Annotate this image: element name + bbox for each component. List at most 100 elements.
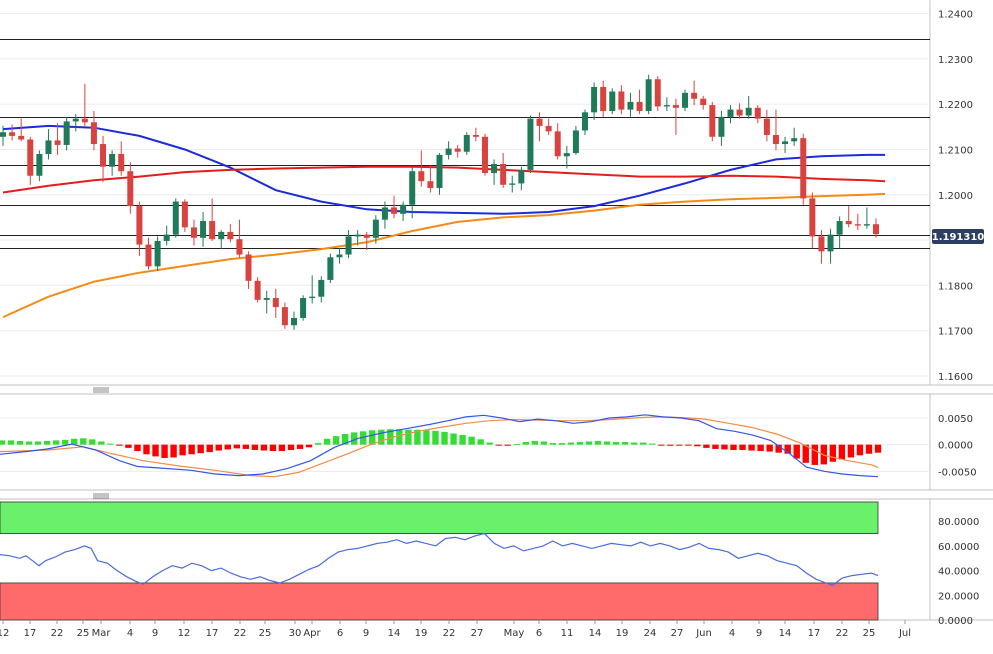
- time-tick-label: 14: [388, 628, 401, 639]
- macd-histogram-bar: [522, 442, 529, 445]
- macd-histogram-bar: [71, 438, 78, 445]
- macd-histogram-bar: [89, 439, 96, 445]
- macd-histogram-bar: [441, 431, 448, 445]
- candle: [427, 165, 434, 193]
- macd-histogram-bar: [486, 442, 493, 445]
- candle: [582, 109, 588, 135]
- time-tick-label: 22: [234, 628, 247, 639]
- rsi-resize-handle[interactable]: [93, 493, 109, 499]
- candle: [263, 290, 270, 314]
- candlesticks: [0, 74, 879, 330]
- rsi-line: [0, 532, 879, 587]
- candle: [18, 118, 25, 142]
- macd-histogram-bar: [341, 434, 349, 445]
- macd-histogram-bar: [766, 444, 773, 452]
- candle: [554, 123, 561, 160]
- rsi-tick-label: 80.0000: [938, 517, 979, 528]
- moving-average-line: [2, 192, 886, 319]
- macd-histogram-bar: [856, 444, 864, 456]
- time-tick-label: 19: [415, 628, 428, 639]
- macd-histogram-bar: [549, 443, 557, 445]
- candle: [309, 275, 316, 304]
- candle: [409, 166, 416, 219]
- candle: [145, 237, 152, 270]
- macd-histogram-bar: [197, 444, 204, 454]
- macd-histogram-bar: [43, 440, 51, 445]
- macd-histogram-bar: [396, 429, 403, 445]
- candle: [818, 230, 825, 264]
- macd-histogram-bar: [793, 444, 800, 459]
- time-tick-label: Jul: [898, 628, 911, 639]
- candle: [800, 133, 807, 205]
- macd-histogram-bar: [676, 444, 683, 446]
- candle: [381, 201, 388, 229]
- rsi-tick-label: 20.0000: [938, 591, 979, 602]
- candle: [445, 141, 452, 160]
- macd-histogram-bar: [748, 444, 755, 451]
- candle: [718, 110, 725, 146]
- candle: [200, 211, 207, 247]
- candle: [672, 98, 679, 135]
- macd-histogram-bar: [450, 433, 457, 445]
- macd-tick-label: 0.0050: [938, 414, 973, 425]
- macd-histogram-bar: [107, 443, 114, 445]
- macd-histogram-bar: [847, 444, 855, 458]
- candle: [109, 150, 116, 176]
- candle: [209, 198, 216, 241]
- price-tick-label: 1.1800: [938, 281, 973, 292]
- macd-histogram-bar: [369, 430, 376, 445]
- time-tick-label: 12: [0, 628, 9, 639]
- macd-histogram-bar: [612, 442, 620, 445]
- candle: [518, 166, 525, 191]
- macd-histogram-bar: [685, 444, 692, 446]
- macd-resize-handle[interactable]: [93, 387, 109, 393]
- macd-histogram-bar: [603, 441, 611, 445]
- macd-signal-line: [0, 416, 879, 478]
- macd-histogram-bar: [811, 444, 818, 465]
- macd-indicator: 0.0050 0.0000 -0.0050: [0, 414, 977, 478]
- time-tick-label: 6: [337, 628, 343, 639]
- candle: [727, 105, 734, 124]
- macd-histogram-bar: [649, 443, 656, 445]
- macd-histogram-bar: [459, 435, 466, 445]
- macd-histogram-bar: [432, 430, 439, 445]
- macd-histogram-bar: [712, 444, 719, 449]
- time-tick-label: 9: [756, 628, 762, 639]
- macd-histogram-bar: [242, 444, 250, 449]
- macd-histogram-bar: [630, 442, 638, 445]
- macd-histogram-bar: [513, 444, 520, 446]
- candle: [118, 141, 125, 176]
- macd-histogram-bar: [62, 439, 69, 445]
- candle: [772, 109, 779, 151]
- macd-histogram-bar: [865, 444, 873, 454]
- macd-histogram-bar: [739, 444, 746, 450]
- macd-histogram-bar: [305, 444, 313, 448]
- macd-histogram-bar: [621, 442, 629, 445]
- macd-histogram-bar: [721, 444, 728, 450]
- macd-histogram-bar: [98, 441, 105, 445]
- candle: [0, 125, 6, 146]
- candle: [536, 112, 543, 142]
- candle: [127, 162, 134, 214]
- macd-histogram-bar: [378, 429, 385, 445]
- time-tick-label: 27: [671, 628, 684, 639]
- macd-histogram-bar: [838, 444, 846, 460]
- candle: [181, 199, 188, 232]
- candle: [827, 228, 834, 264]
- candle: [545, 118, 552, 135]
- macd-histogram-bar: [323, 438, 331, 445]
- macd-histogram-bar: [206, 444, 213, 453]
- macd-line: [0, 414, 879, 478]
- time-tick-label: 25: [77, 628, 90, 639]
- macd-histogram-bar: [215, 444, 222, 451]
- rsi-overbought-zone: [0, 501, 879, 534]
- macd-histogram-bar: [134, 444, 141, 452]
- macd-histogram-bar: [25, 441, 33, 445]
- candle: [45, 129, 52, 160]
- time-tick-label: 17: [24, 628, 37, 639]
- candle: [863, 207, 870, 229]
- macd-histogram-bar: [423, 430, 430, 445]
- macd-histogram-bar: [540, 441, 548, 445]
- time-tick-label: 6: [536, 628, 542, 639]
- macd-histogram-bar: [703, 444, 710, 448]
